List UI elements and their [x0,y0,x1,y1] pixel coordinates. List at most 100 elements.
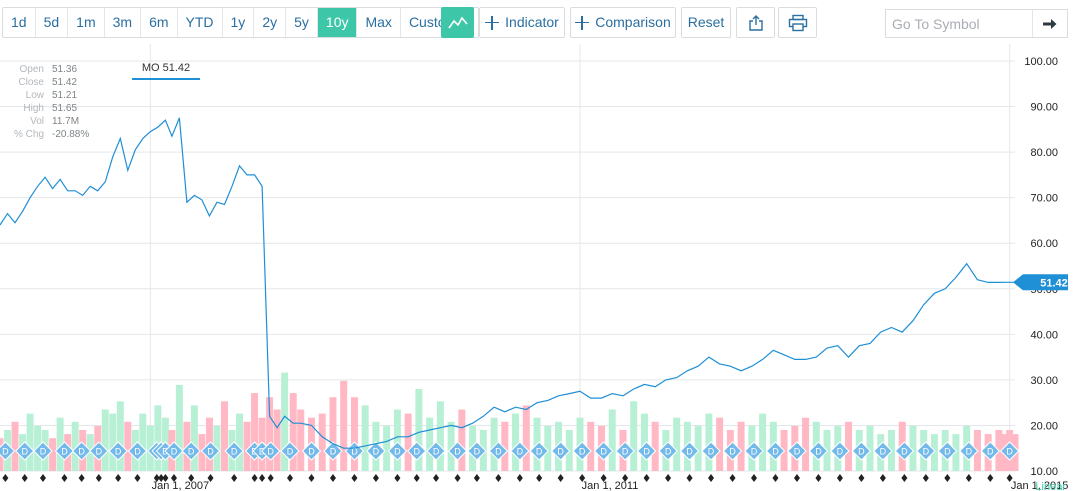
event-marker [329,474,336,482]
volume-bar [640,413,648,471]
event-marker [729,474,736,482]
volume-bar [544,425,552,471]
volume-bar [512,413,520,471]
event-marker [351,474,358,482]
line-chart-icon [447,16,468,28]
symbol-search-input[interactable] [886,10,1032,37]
range-selector: 1d 5d 1m 3m 6m YTD 1y 2y 5y 10y Max Cust… [2,7,480,38]
range-1d-button[interactable]: 1d [3,8,36,37]
close-label: Close [18,77,44,88]
dividend-marker [787,441,807,461]
range-max-button[interactable]: Max [357,8,401,37]
dividend-marker [529,441,549,461]
range-1y-button[interactable]: 1y [222,8,255,37]
event-marker [251,474,258,482]
dividend-marker-label: D [923,447,930,457]
search-go-button[interactable] [1032,10,1067,37]
chart-type-button[interactable] [441,7,474,38]
event-marker [1006,474,1013,482]
dividend-marker [127,441,148,461]
event-marker [879,474,886,482]
series-legend-tag[interactable]: MO 51.42 [132,60,200,80]
dividend-marker [14,441,35,461]
print-button[interactable] [778,7,817,38]
dividend-marker [636,441,657,461]
ohlc-panel: Open 51.36 Close 51.42 Low 51.21 High 51.65 … [8,63,89,141]
y-tick-label: 70.00 [1030,193,1058,205]
volume-bar [154,405,162,471]
x-tick-label: Jan 1, 2015 [1011,480,1069,491]
dividend-marker-label: D [665,447,672,457]
range-5y-button[interactable]: 5y [286,8,318,37]
dividend-marker-label: D [1006,447,1013,457]
range-10y-button[interactable]: 10y [317,8,358,37]
volume-bar [49,438,57,471]
volume-bar [759,413,767,471]
volume-bar [318,413,326,471]
dividend-marker-label: D [373,447,380,457]
event-marker [413,474,420,482]
symbol-search [885,9,1068,38]
event-marker [473,474,480,482]
volume-bar [716,417,724,471]
current-price-label: 51.42 [1040,277,1068,289]
ohlc-close-row: Close 51.42 [8,76,89,89]
range-3m-button[interactable]: 3m [104,8,142,37]
event-marker [171,474,177,482]
volume-bar [124,421,132,471]
dividend-marker-label: D [880,447,887,457]
volume-bar [243,421,251,471]
range-2y-button[interactable]: 2y [254,8,287,37]
dividend-marker-label: D [413,447,420,457]
dividend-marker-label: D [837,447,844,457]
range-1m-button[interactable]: 1m [68,8,105,37]
dividend-marker [701,441,721,461]
event-marker [665,474,672,482]
dividend-marker-label: D [557,447,564,457]
dividend-marker-label: D [901,447,908,457]
dividend-marker-label: D [729,447,736,457]
volume-bar [11,421,19,471]
event-marker [516,474,523,482]
dividend-marker-label: D [622,447,629,457]
volume-bar [251,393,259,471]
dividend-marker [679,441,700,461]
volume-bar [273,409,281,471]
volume-bar [436,401,444,471]
volume-bar [447,421,455,471]
price-chart[interactable]: 100.0090.0080.0070.0060.0050.0040.0030.0… [0,44,1075,491]
comparison-button[interactable]: Comparison [570,7,676,38]
event-marker [622,474,629,482]
range-5d-button[interactable]: 5d [35,8,69,37]
dividend-marker [323,441,343,461]
volume-bar [404,413,412,471]
dividend-marker [301,441,322,461]
range-ytd-button[interactable]: YTD [177,8,223,37]
dividend-marker-label: D [134,447,141,457]
y-tick-label: 40.00 [1030,329,1058,341]
dividend-marker [980,441,1001,461]
close-value: 51.42 [52,77,78,88]
share-button[interactable] [736,7,775,38]
dividend-marker [33,441,53,461]
dividend-marker [572,441,592,461]
reset-button[interactable]: Reset [681,7,731,38]
volume-bar [109,413,117,471]
volume-bar [737,421,745,471]
event-marker [772,474,779,482]
event-marker [153,474,160,482]
event-marker [579,474,586,482]
dividend-marker-label: D [308,447,315,457]
volume-bar [522,405,530,471]
open-label: Open [19,64,44,75]
dividend-marker [366,441,386,461]
indicator-button[interactable]: Indicator [479,7,565,38]
event-marker [394,474,401,482]
range-6m-button[interactable]: 6m [141,8,178,37]
volume-bar [56,417,64,471]
event-marker [162,474,169,482]
dividend-marker-label: D [96,447,103,457]
event-marker [922,474,929,482]
event-marker [557,474,564,482]
dividend-marker [510,441,530,461]
